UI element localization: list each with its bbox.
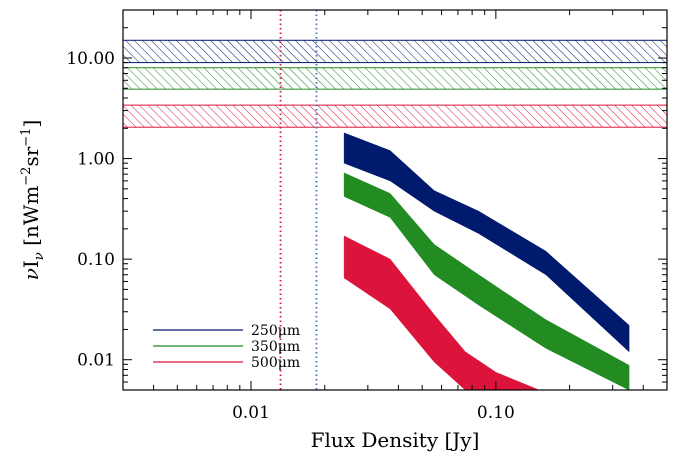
x-tick-label-1: 0.01	[232, 403, 270, 423]
legend-label-1: 250μm	[251, 323, 300, 339]
y-tick-label-2: 0.10	[77, 250, 115, 270]
plot-area	[123, 10, 667, 390]
band-2	[123, 67, 667, 90]
legend-label-3: 500μm	[251, 355, 300, 371]
y-label-sub: ν	[32, 252, 47, 260]
y-label-close: ]	[19, 120, 43, 128]
series-area-3	[343, 235, 540, 390]
y-label-nu: ν	[19, 268, 43, 280]
series-area-1	[343, 132, 630, 353]
band-3	[123, 104, 667, 128]
band-1	[123, 39, 667, 64]
y-label-mid: sr	[19, 146, 43, 166]
plot-frame	[122, 9, 668, 391]
y-label-exp2: −1	[19, 128, 34, 147]
y-axis-label: νIν [nWm−2sr−1]	[19, 120, 47, 281]
y-label-open: [nWm	[19, 186, 43, 253]
y-tick-label-1: 0.01	[77, 351, 115, 371]
x-axis-label: Flux Density [Jy]	[311, 428, 480, 452]
x-tick-label-2: 0.10	[477, 403, 515, 423]
legend-label-2: 350μm	[251, 339, 300, 355]
y-label-I: I	[19, 260, 43, 268]
y-tick-label-3: 1.00	[77, 150, 115, 170]
y-label-exp1: −2	[19, 167, 34, 186]
series-area-2	[343, 172, 630, 390]
y-tick-label-4: 10.00	[66, 49, 115, 69]
axes: 0.01 0.10 0.01 0.10 1.00 10.00	[66, 9, 668, 423]
